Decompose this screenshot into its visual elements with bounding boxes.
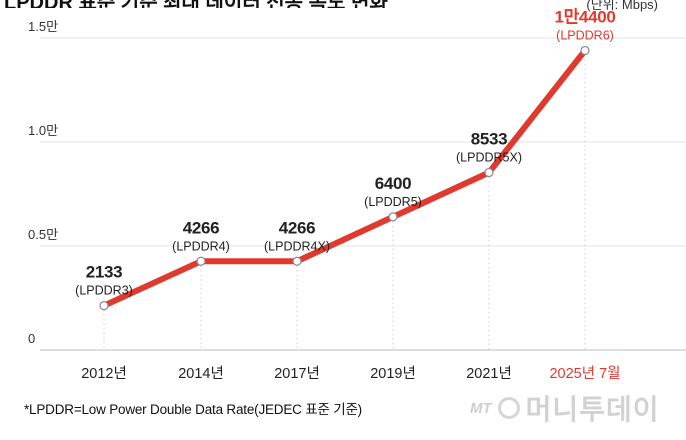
- y-tick-label: 1.5만: [28, 19, 58, 34]
- x-tick-label: 2017년: [274, 365, 320, 382]
- data-label: 1만4400: [554, 7, 615, 26]
- x-tick-label: 2014년: [178, 365, 224, 382]
- data-label: 4266: [279, 218, 316, 237]
- x-tick-label: 2019년: [370, 365, 416, 382]
- series-line: [101, 47, 588, 309]
- data-point: [580, 45, 590, 56]
- data-point: [196, 256, 206, 266]
- data-point: [292, 256, 302, 266]
- data-point: [388, 212, 398, 222]
- point-label: (LPDDR5): [364, 195, 422, 209]
- point-label: (LPDDR4X): [264, 239, 330, 253]
- data-label: 2133: [86, 263, 123, 282]
- chart-title: LPDDR 표준 기준 최대 데이터 전송 속도 변화: [0, 0, 686, 8]
- point-label: (LPDDR4): [172, 239, 230, 253]
- y-tick-label: 0.5만: [28, 227, 58, 242]
- data-point: [484, 167, 494, 178]
- data-label: 8533: [471, 130, 508, 149]
- logo-name: 머니투데이: [525, 394, 660, 425]
- publisher-logo: MT 머니투데이: [470, 392, 670, 425]
- footnote: *LPDDR=Low Power Double Data Rate(JEDEC …: [24, 402, 362, 417]
- y-tick-label: 1.0만: [28, 123, 58, 138]
- x-tick-label: 2025년 7월: [549, 365, 620, 382]
- data-label: 4266: [183, 218, 220, 237]
- point-label: (LPDDR6): [556, 28, 614, 42]
- logo-swirl-icon: [497, 397, 520, 419]
- x-tick-label: 2012년: [81, 365, 127, 382]
- x-tick-label: 2021년: [466, 365, 512, 382]
- logo-prefix: MT: [470, 399, 492, 417]
- point-label: (LPDDR3): [75, 284, 133, 298]
- data-label: 6400: [375, 174, 412, 193]
- point-label: (LPDDR5X): [456, 151, 522, 165]
- data-point: [99, 301, 109, 311]
- unit-label: (단위: Mbps): [586, 0, 658, 12]
- y-tick-label: 0: [28, 331, 35, 346]
